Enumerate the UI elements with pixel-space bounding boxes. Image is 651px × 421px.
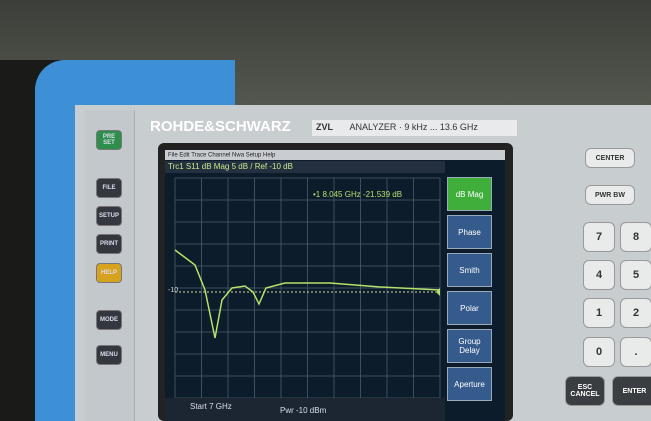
softkey[interactable]: Aperture bbox=[447, 367, 492, 401]
hard-key[interactable]: PWR BW bbox=[585, 185, 635, 205]
hard-key[interactable]: ENTER bbox=[612, 376, 651, 406]
hard-key[interactable]: MODE bbox=[96, 310, 122, 330]
hard-key[interactable]: 7 bbox=[583, 222, 615, 252]
menu-bar-text: File Edit Trace Channel Nwa Setup Help bbox=[168, 153, 276, 159]
hard-key[interactable]: 4 bbox=[583, 260, 615, 290]
hard-key[interactable]: 5 bbox=[620, 260, 651, 290]
hard-key[interactable]: 1 bbox=[583, 298, 615, 328]
start-freq: Start 7 GHz bbox=[190, 402, 232, 411]
hard-key[interactable]: HELP bbox=[96, 263, 122, 283]
power: Pwr -10 dBm bbox=[280, 406, 327, 415]
hard-key[interactable]: PRINT bbox=[96, 234, 122, 254]
trace-info: Trc1 S11 dB Mag 5 dB / Ref -10 dB bbox=[168, 162, 293, 171]
hard-key[interactable]: SETUP bbox=[96, 206, 122, 226]
hard-key[interactable]: . bbox=[620, 337, 651, 367]
softkey[interactable]: Phase bbox=[447, 215, 492, 249]
softkey[interactable]: Polar bbox=[447, 291, 492, 325]
hard-key[interactable]: ESC CANCEL bbox=[565, 376, 605, 406]
softkey[interactable]: Group Delay bbox=[447, 329, 492, 363]
hard-key[interactable]: 8 bbox=[620, 222, 651, 252]
screenshot: ROHDE&SCHWARZ ZVL ANALYZER · 9 kHz ... 1… bbox=[0, 0, 651, 421]
hard-key[interactable]: PRE SET bbox=[96, 130, 122, 150]
marker-readout: •1 8.045 GHz -21.539 dB bbox=[313, 190, 402, 199]
hard-key[interactable]: 2 bbox=[620, 298, 651, 328]
hard-key[interactable]: MENU bbox=[96, 345, 122, 365]
hard-key[interactable]: 0 bbox=[583, 337, 615, 367]
softkey[interactable]: dB Mag bbox=[447, 177, 492, 211]
ref-label: -10 bbox=[168, 287, 178, 294]
softkey[interactable]: Smith bbox=[447, 253, 492, 287]
hard-key[interactable]: CENTER bbox=[585, 148, 635, 168]
hard-key[interactable]: FILE bbox=[96, 178, 122, 198]
